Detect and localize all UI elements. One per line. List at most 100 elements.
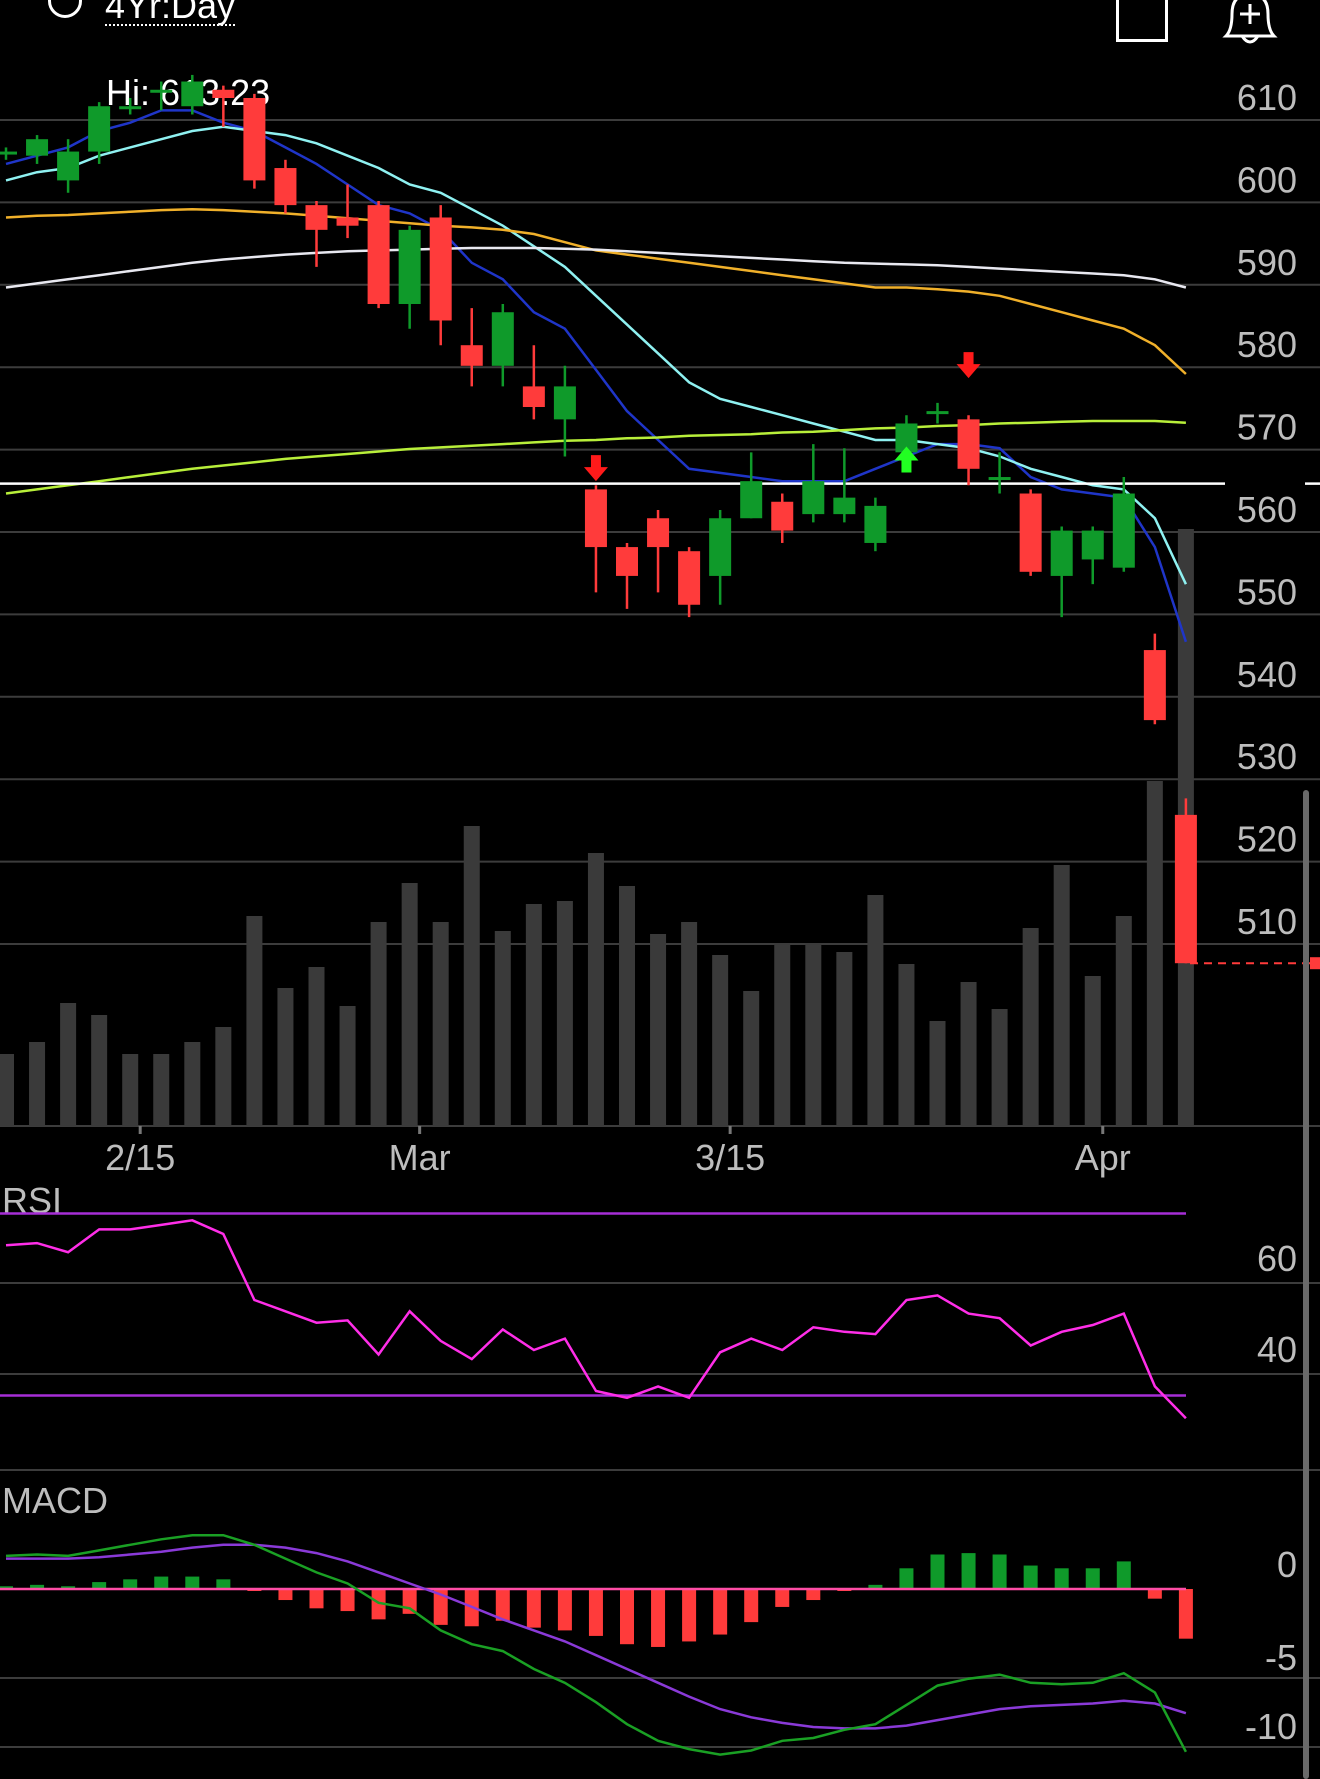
candle-body — [522, 386, 545, 407]
volume-bar — [898, 964, 915, 1126]
macd-histogram-bar — [1085, 1568, 1100, 1589]
macd-histogram-bar — [744, 1589, 759, 1623]
volume-bar — [712, 955, 729, 1126]
volume-bar — [91, 1015, 108, 1126]
candle-body — [1112, 493, 1135, 568]
share-icon[interactable] — [1116, 0, 1168, 42]
candle-body — [243, 98, 266, 181]
macd-histogram-bar — [992, 1554, 1007, 1589]
volume-bar — [836, 952, 853, 1126]
candle-body — [864, 505, 887, 543]
price-tick-label: 520 — [1237, 819, 1297, 860]
volume-bar — [960, 982, 977, 1126]
price-tick-label: 580 — [1237, 324, 1297, 365]
volume-bar — [991, 1009, 1008, 1126]
price-tick-label: 540 — [1237, 654, 1297, 695]
macd-histogram-bar — [340, 1589, 355, 1612]
price-tick-label: 530 — [1237, 736, 1297, 777]
volume-bar — [1053, 865, 1070, 1126]
macd-histogram-bar — [620, 1589, 634, 1645]
macd-histogram-bar — [806, 1589, 821, 1601]
candle-body — [1081, 530, 1104, 560]
macd-histogram-bar — [775, 1589, 790, 1607]
macd-histogram-bar — [1023, 1565, 1038, 1589]
date-tick-label: Apr — [1075, 1137, 1131, 1178]
macd-histogram-bar — [1178, 1589, 1193, 1639]
macd-histogram-bar — [899, 1568, 914, 1589]
candle-body — [336, 217, 359, 226]
candle-body — [57, 151, 80, 181]
price-tick-label: 550 — [1237, 571, 1297, 612]
macd-histogram-bar — [30, 1584, 45, 1589]
candle-body — [88, 106, 111, 152]
macd-line — [5, 1533, 1188, 1756]
price-tick-label: 600 — [1237, 159, 1297, 200]
candle-body — [274, 168, 297, 206]
macd-histogram-bar — [557, 1589, 572, 1631]
macd-histogram-bar — [0, 1586, 13, 1589]
macd-tick-label: 0 — [1277, 1544, 1297, 1585]
volume-bar — [432, 922, 449, 1126]
volume-bar — [153, 1054, 170, 1126]
volume-bar — [29, 1042, 46, 1126]
candle-body — [491, 312, 514, 366]
candle-body — [460, 345, 483, 366]
macd-histogram-bar — [185, 1576, 200, 1589]
volume-bar — [650, 934, 667, 1126]
macd-histogram-bar — [309, 1589, 324, 1609]
macd-histogram-bar — [154, 1576, 169, 1589]
scrollbar[interactable] — [1303, 790, 1309, 1779]
candle-body — [150, 89, 173, 93]
volume-bar — [184, 1042, 201, 1126]
candle-body — [367, 205, 390, 304]
volume-bar — [60, 1003, 77, 1126]
bell-add-icon[interactable] — [1218, 0, 1282, 44]
volume-bar — [1022, 928, 1039, 1126]
macd-title: MACD — [2, 1480, 108, 1521]
volume-bar — [743, 991, 760, 1126]
candle-body — [553, 386, 576, 420]
date-tick-label: Mar — [389, 1137, 451, 1178]
candle-body — [119, 106, 142, 110]
moving-average-line — [5, 246, 1187, 289]
volume-bar — [929, 1021, 946, 1126]
macd-histogram-bar — [402, 1589, 417, 1614]
rsi-tick-label: 40 — [1257, 1329, 1297, 1370]
moving-average-line — [5, 125, 1188, 585]
macd-histogram-bar — [278, 1589, 293, 1601]
price-tick-label: 560 — [1237, 489, 1297, 530]
candle-body — [1019, 493, 1042, 572]
volume-bar — [246, 916, 263, 1126]
timeframe-selector[interactable]: 4Yr:Day — [105, 0, 236, 26]
volume-bar — [0, 1054, 14, 1126]
date-tick-label: 3/15 — [695, 1137, 765, 1178]
candle-body — [771, 501, 794, 531]
candle-body — [678, 551, 701, 605]
macd-histogram-bar — [930, 1554, 945, 1589]
volume-bar — [1115, 916, 1132, 1126]
candle-body — [305, 205, 328, 230]
macd-histogram-bar — [682, 1589, 697, 1642]
volume-bar — [556, 901, 573, 1126]
candle-body — [398, 229, 421, 304]
volume-bar — [215, 1027, 232, 1126]
macd-histogram-bar — [651, 1589, 666, 1647]
candle-body — [181, 81, 204, 107]
rsi-tick-label: 60 — [1257, 1238, 1297, 1279]
moving-average-line — [5, 109, 1188, 643]
volume-bar — [308, 967, 325, 1126]
sell-signal-arrow-icon — [956, 352, 981, 379]
volume-bar — [867, 895, 884, 1126]
candle-body — [212, 89, 235, 98]
volume-bar — [805, 943, 822, 1126]
macd-histogram-bar — [92, 1582, 107, 1589]
last-price-marker — [1310, 957, 1320, 970]
price-tick-label: 610 — [1237, 77, 1297, 118]
rsi-title: RSI — [2, 1180, 62, 1221]
date-tick-label: 2/15 — [105, 1137, 175, 1178]
volume-bar — [370, 922, 387, 1126]
candle-body — [957, 419, 980, 469]
candle-body — [0, 151, 17, 155]
candle-body — [1050, 530, 1073, 576]
